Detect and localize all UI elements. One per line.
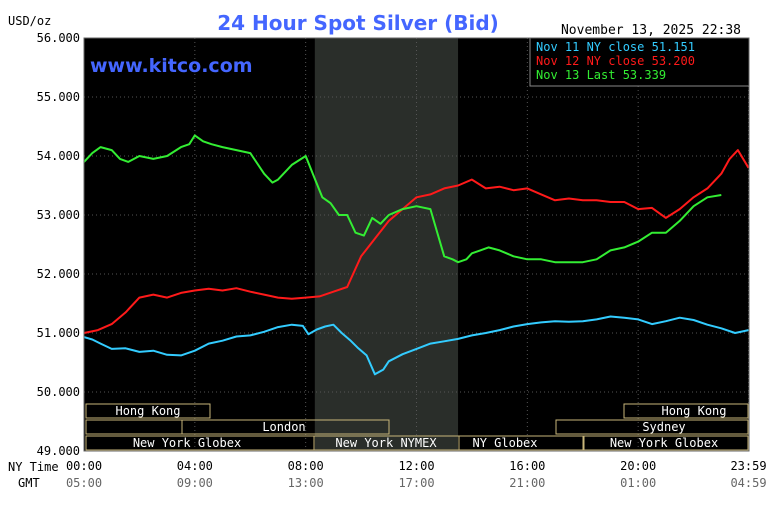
x-tick-ny-0: 00:00 (66, 459, 102, 473)
legend-nov12: Nov 12 NY close 53.200 (536, 54, 695, 68)
session-ny-globex-3-label: New York Globex (610, 436, 718, 450)
session-ny-globex-3 (583, 435, 749, 451)
series-line-nov11 (83, 315, 749, 376)
legend-box: Nov 11 NY close 51.151 Nov 12 NY close 5… (529, 37, 750, 87)
y-tick-label-0: 49.000 (37, 444, 80, 458)
session-hong-kong-2 (623, 403, 749, 419)
session-london-label: London (262, 420, 305, 434)
x-tick-gmt-3: 17:00 (398, 476, 434, 490)
session-sydney (555, 419, 749, 435)
nymex-shaded-region (314, 38, 459, 451)
session-ny-nymex-label: New York NYMEX (335, 436, 437, 450)
y-tick-label-3: 52.000 (37, 267, 80, 281)
session-hong-kong-1 (85, 403, 211, 419)
gmt-label: GMT (18, 476, 40, 490)
y-tick-label-2: 51.000 (37, 326, 80, 340)
x-tick-gmt-5: 01:00 (620, 476, 656, 490)
y-tick-label-5: 54.000 (37, 149, 80, 163)
session-ny-globex-2-label: NY Globex (472, 436, 537, 450)
x-tick-ny-1: 04:00 (177, 459, 213, 473)
session-london (181, 419, 390, 435)
legend-frame (529, 37, 750, 87)
x-tick-ny-3: 12:00 (398, 459, 434, 473)
legend-nov13: Nov 13 Last 53.339 (536, 68, 666, 82)
y-tick-label-7: 56.000 (37, 31, 80, 45)
plot-frame (83, 37, 750, 452)
datetime-label: November 13, 2025 22:38 (561, 23, 741, 38)
x-tick-ny-6: 23:59 (730, 459, 766, 473)
ny-time-label: NY Time (8, 460, 59, 474)
session-ny-globex-2 (458, 435, 584, 451)
x-tick-ny-4: 16:00 (509, 459, 545, 473)
y-tick-label-4: 53.000 (37, 208, 80, 222)
x-tick-ny-2: 08:00 (288, 459, 324, 473)
x-tick-gmt-0: 05:00 (66, 476, 102, 490)
series-line-nov13 (83, 134, 722, 264)
kitco-watermark: www.kitco.com (90, 55, 253, 77)
units-label: USD/oz (8, 14, 51, 28)
session-sydney-label: Sydney (642, 420, 685, 434)
x-tick-gmt-1: 09:00 (177, 476, 213, 490)
y-tick-label-6: 55.000 (37, 90, 80, 104)
x-tick-ny-5: 20:00 (620, 459, 656, 473)
session-hong-kong-1-label: Hong Kong (115, 404, 180, 418)
session-hong-kong-2-label: Hong Kong (661, 404, 726, 418)
x-tick-gmt-4: 21:00 (509, 476, 545, 490)
chart-title: 24 Hour Spot Silver (Bid) (217, 11, 499, 35)
market-sessions: Hong Kong London New York Globex New Yor… (85, 403, 749, 451)
x-tick-gmt-6: 04:59 (730, 476, 766, 490)
y-tick-label-1: 50.000 (37, 385, 80, 399)
legend-nov11: Nov 11 NY close 51.151 (536, 40, 695, 54)
session-ny-globex-1-label: New York Globex (133, 436, 241, 450)
x-axis-ticks: 00:00 05:00 04:00 09:00 08:00 13:00 12:00 17:00… (66, 459, 767, 490)
series-line-nov12 (83, 149, 750, 334)
x-tick-gmt-2: 13:00 (288, 476, 324, 490)
price-series (83, 134, 750, 376)
y-axis-ticks: 49.000 50.000 51.000 52.000 53.000 54.000 55.0… (37, 31, 80, 458)
